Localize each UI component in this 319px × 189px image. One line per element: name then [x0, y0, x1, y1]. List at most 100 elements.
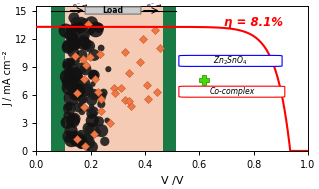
Point [96, 120, 101, 123]
Point [90, 73, 95, 76]
Point [79, 91, 84, 94]
Point [75, 136, 80, 139]
Point [82, 22, 87, 26]
Point [93, 28, 98, 31]
Point [78, 87, 84, 90]
Point [74, 40, 79, 43]
Point [101, 91, 106, 94]
Point [73, 93, 78, 96]
Text: e⁻ →: e⁻ → [72, 3, 87, 9]
Point [79, 104, 84, 107]
Point [77, 93, 82, 96]
Point [82, 34, 87, 37]
Bar [163, 6, 176, 151]
Point [78, 81, 83, 84]
FancyBboxPatch shape [85, 7, 141, 14]
FancyBboxPatch shape [179, 86, 285, 97]
Point [65, 62, 70, 65]
Point [64, 64, 69, 67]
Point [91, 110, 96, 113]
Point [106, 68, 111, 71]
Point [73, 26, 78, 29]
Point [72, 117, 77, 120]
Point [70, 39, 75, 42]
Point [87, 141, 92, 144]
Point [85, 43, 91, 46]
Point [102, 140, 107, 143]
Point [73, 59, 78, 62]
Point [68, 61, 73, 64]
Point [72, 43, 77, 46]
Point [69, 139, 74, 142]
Point [86, 90, 92, 93]
Point [70, 36, 75, 39]
Point [69, 129, 74, 132]
Point [81, 39, 86, 42]
Point [74, 21, 79, 24]
Point [69, 96, 74, 99]
Point [81, 42, 86, 45]
Point [74, 84, 79, 87]
Text: Load: Load [102, 6, 123, 15]
Point [84, 107, 89, 110]
Point [78, 140, 83, 143]
Point [65, 46, 70, 49]
Point [74, 139, 79, 142]
Point [99, 46, 104, 50]
Point [87, 26, 93, 29]
Point [70, 30, 76, 33]
Point [90, 83, 95, 86]
Bar [51, 6, 65, 151]
Point [96, 26, 101, 29]
Point [80, 98, 85, 101]
Point [63, 29, 68, 32]
Point [98, 94, 103, 97]
Point [72, 42, 77, 45]
Point [70, 119, 75, 122]
Text: Zn$_2$SnO$_4$: Zn$_2$SnO$_4$ [213, 55, 248, 67]
Point [66, 135, 71, 138]
X-axis label: V /V: V /V [161, 176, 183, 186]
Point [99, 129, 104, 132]
Text: η = 8.1%: η = 8.1% [224, 16, 283, 29]
Point [83, 81, 88, 84]
Point [99, 103, 104, 106]
Y-axis label: J / mA cm⁻²: J / mA cm⁻² [4, 51, 13, 106]
Point [79, 134, 84, 137]
Point [78, 143, 84, 146]
Point [92, 94, 97, 97]
Text: Co-complex: Co-complex [209, 87, 255, 96]
Point [71, 39, 76, 42]
Point [83, 68, 88, 71]
Point [87, 133, 93, 136]
Point [83, 88, 88, 91]
Point [82, 21, 87, 24]
Point [72, 133, 78, 136]
Point [79, 142, 84, 145]
Point [66, 79, 71, 82]
Point [89, 99, 94, 102]
Point [92, 74, 97, 77]
Point [65, 114, 70, 117]
Point [81, 38, 86, 41]
Point [74, 89, 79, 92]
Point [85, 146, 90, 149]
Point [78, 21, 84, 24]
Point [90, 119, 95, 122]
Point [75, 75, 80, 78]
Point [78, 76, 83, 79]
Point [85, 87, 90, 90]
Point [64, 121, 70, 124]
Point [89, 112, 94, 115]
Bar [51, 6, 176, 151]
Point [86, 127, 91, 130]
Point [87, 28, 92, 31]
Point [67, 79, 72, 82]
Point [79, 26, 84, 29]
Point [79, 54, 85, 57]
Point [92, 93, 97, 96]
Point [79, 110, 85, 113]
Point [66, 44, 71, 47]
Point [94, 131, 100, 134]
Point [86, 136, 91, 139]
